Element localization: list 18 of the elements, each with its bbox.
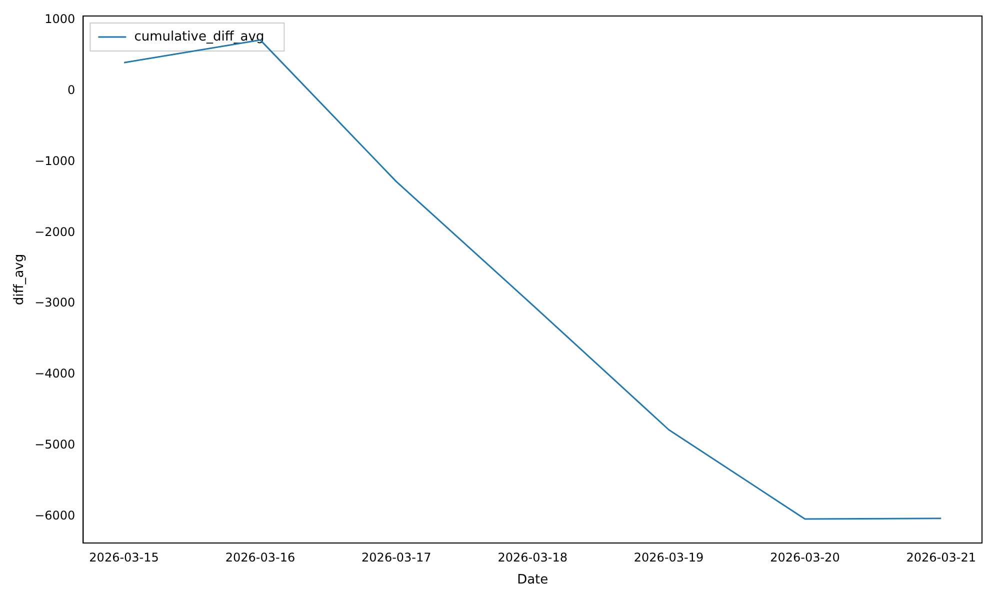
y-tick-label: 1000 bbox=[44, 12, 76, 26]
y-axis-title: diff_avg bbox=[12, 254, 28, 306]
x-tick-label: 2026-03-21 bbox=[906, 550, 976, 564]
y-tick-label: −2000 bbox=[34, 224, 76, 239]
x-tick-label: 2026-03-15 bbox=[89, 550, 159, 564]
x-axis-title: Date bbox=[517, 572, 548, 588]
x-tick-label: 2026-03-18 bbox=[498, 550, 568, 564]
x-tick-label: 2026-03-19 bbox=[634, 550, 704, 564]
y-tick-label: −5000 bbox=[34, 437, 76, 452]
y-tick-label: −3000 bbox=[34, 296, 76, 310]
y-tick-label: −6000 bbox=[34, 508, 76, 522]
x-tick-label: 2026-03-17 bbox=[362, 550, 432, 564]
legend-label: cumulative_diff_avg bbox=[134, 29, 264, 44]
x-tick-label: 2026-03-16 bbox=[225, 550, 296, 564]
y-tick-label: 0 bbox=[68, 83, 76, 98]
y-tick-label: −1000 bbox=[34, 154, 76, 168]
x-tick-label: 2026-03-20 bbox=[770, 550, 840, 564]
y-tick-label: −4000 bbox=[34, 366, 76, 381]
